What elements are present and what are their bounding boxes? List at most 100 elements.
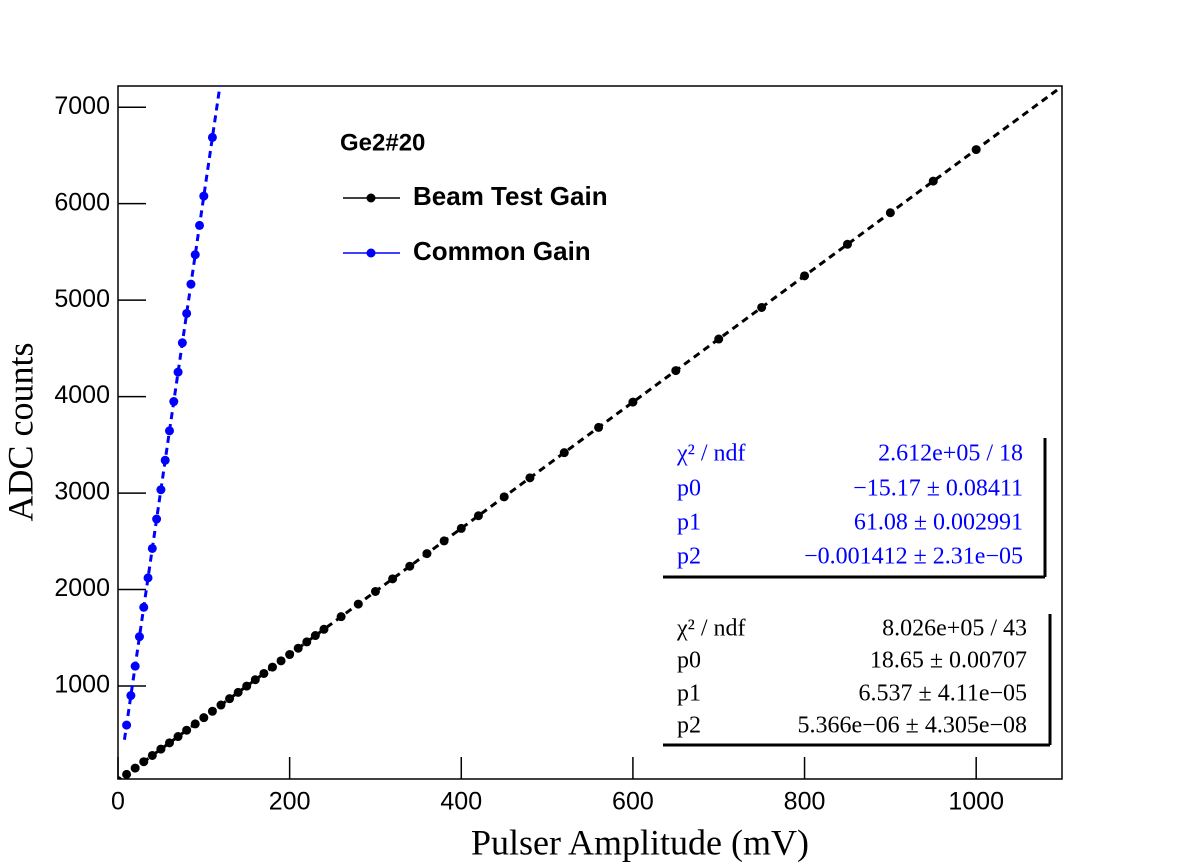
data-point	[422, 549, 432, 559]
data-point	[225, 694, 235, 704]
stats-name: χ² / ndf	[676, 616, 746, 642]
data-point	[164, 426, 174, 436]
data-point	[336, 612, 346, 622]
stats-value: 6.537 ± 4.11e−05	[859, 681, 1027, 707]
stats-name: p2	[677, 544, 701, 570]
y-tick-label: 1000	[54, 671, 110, 699]
data-point	[122, 769, 132, 779]
stats-name: p0	[677, 476, 701, 502]
y-tick-label: 5000	[54, 285, 110, 313]
data-point	[147, 750, 157, 760]
data-point	[190, 250, 200, 260]
data-point	[267, 662, 277, 672]
data-point	[182, 308, 192, 318]
data-point	[499, 492, 509, 502]
data-point	[928, 176, 938, 186]
data-point	[525, 473, 535, 483]
stats-name: p1	[677, 681, 701, 707]
y-axis-label: ADC counts	[0, 343, 40, 522]
data-point	[118, 776, 123, 779]
data-point	[199, 191, 209, 201]
data-point	[259, 668, 269, 678]
stats-name: p2	[677, 713, 701, 739]
data-point	[207, 706, 217, 716]
data-point	[971, 145, 981, 155]
data-point	[456, 523, 466, 533]
legend-label: Beam Test Gain	[413, 181, 608, 211]
data-point	[216, 700, 226, 710]
data-point	[276, 656, 286, 666]
data-point	[885, 208, 895, 218]
stats-name: p0	[677, 648, 701, 674]
stats-name: p1	[677, 510, 701, 536]
data-point	[594, 422, 604, 432]
data-point	[134, 632, 144, 642]
data-point	[147, 543, 157, 553]
y-tick-label: 4000	[54, 381, 110, 409]
data-point	[139, 602, 149, 612]
data-point	[156, 744, 166, 754]
legend-label: Common Gain	[413, 236, 591, 266]
data-point	[126, 691, 136, 701]
stats-name: χ² / ndf	[676, 441, 746, 467]
data-point	[388, 574, 398, 584]
data-point	[319, 624, 329, 634]
data-point	[186, 279, 196, 289]
data-point	[302, 637, 312, 647]
data-point	[199, 713, 209, 723]
plot-frame	[117, 85, 1063, 780]
stats-value: 8.026e+05 / 43	[882, 616, 1027, 642]
data-point	[130, 763, 140, 773]
data-point	[164, 738, 174, 748]
data-point	[370, 586, 380, 596]
stats-value: −0.001412 ± 2.31e−05	[804, 544, 1023, 570]
data-point	[195, 220, 205, 230]
x-tick-label: 800	[784, 788, 826, 816]
data-point	[139, 757, 149, 767]
data-point	[160, 455, 170, 465]
legend-marker	[366, 248, 376, 258]
data-point	[671, 366, 681, 376]
data-point	[559, 448, 569, 458]
x-tick-label: 400	[440, 788, 482, 816]
data-point	[169, 397, 179, 407]
data-point	[182, 725, 192, 735]
data-point	[285, 650, 295, 660]
y-tick-label: 3000	[54, 478, 110, 506]
data-point	[207, 132, 217, 142]
y-tick-label: 7000	[54, 92, 110, 120]
data-point	[353, 599, 363, 609]
data-point	[473, 511, 483, 521]
data-point	[190, 719, 200, 729]
x-tick-label: 200	[269, 788, 311, 816]
stats-value: 5.366e−06 ± 4.305e−08	[797, 713, 1027, 739]
data-point	[152, 514, 162, 524]
y-tick-label: 2000	[54, 574, 110, 602]
data-point	[122, 720, 132, 730]
data-point	[310, 631, 320, 641]
x-tick-label: 0	[111, 788, 125, 816]
data-point	[628, 397, 638, 407]
data-point	[130, 661, 140, 671]
data-point	[293, 643, 303, 653]
data-point	[757, 302, 767, 312]
data-point	[842, 239, 852, 249]
legend-title: Ge2#20	[340, 129, 425, 156]
x-tick-label: 600	[612, 788, 654, 816]
stats-value: 18.65 ± 0.00707	[870, 648, 1027, 674]
stats-value: −15.17 ± 0.08411	[853, 476, 1023, 502]
legend-marker	[366, 193, 376, 203]
data-point	[177, 338, 187, 348]
data-point	[173, 367, 183, 377]
x-axis-label: Pulser Amplitude (mV)	[471, 822, 809, 862]
data-point	[800, 271, 810, 281]
data-point	[405, 561, 415, 571]
data-point	[233, 687, 243, 697]
data-point	[439, 536, 449, 546]
y-tick-label: 6000	[54, 188, 110, 216]
stats-value: 61.08 ± 0.002991	[854, 510, 1023, 536]
plot-area	[118, 86, 1062, 779]
data-point	[242, 681, 252, 691]
x-tick-label: 1000	[948, 788, 1004, 816]
